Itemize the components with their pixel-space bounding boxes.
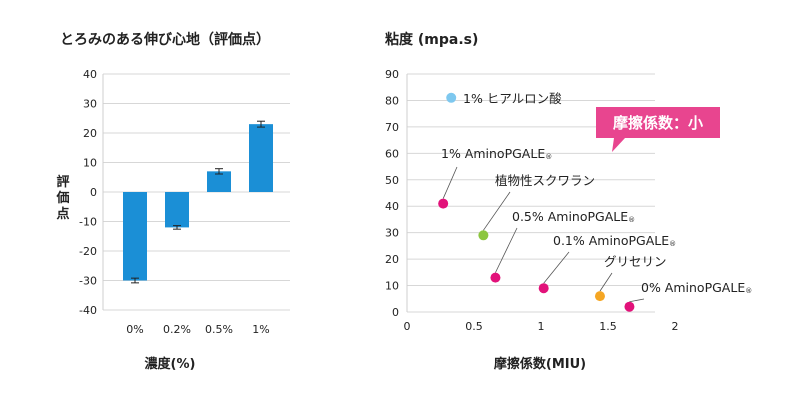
bar-y-axis-label: 評価点	[55, 174, 69, 222]
leader-line	[483, 191, 511, 231]
scatter-gridlines	[406, 73, 655, 313]
bar-y-tick-label: 40	[83, 68, 97, 81]
scatter-y-tick-label: 50	[385, 174, 399, 187]
bar-chart-title: とろみのある伸び心地（評価点）	[60, 31, 270, 48]
leader-line	[599, 272, 613, 292]
scatter-x-axis-label: 摩擦係数(MIU)	[494, 356, 586, 372]
scatter-x-tick-label: 1	[538, 320, 545, 333]
bar	[123, 192, 147, 281]
bar-chart: とろみのある伸び心地（評価点） 40 30 20 10 0 -10 -20 -30 -40 0%…	[55, 31, 290, 372]
scatter-point-label: グリセリン	[604, 254, 667, 269]
scatter-point-label: 植物性スクワラン	[495, 173, 595, 188]
scatter-y-tick-label: 10	[385, 280, 399, 293]
scatter-point-label: 0.5% AminoPGALE®	[512, 209, 635, 224]
bar	[249, 124, 273, 192]
scatter-point	[446, 92, 457, 103]
scatter-x-ticks: 0 0.5 1 1.5 2	[404, 320, 679, 333]
bar-x-axis-label: 濃度(%)	[145, 356, 196, 372]
bar-y-tick-label: 0	[90, 186, 97, 199]
bar-y-tick-label: 10	[83, 157, 97, 170]
scatter-y-tick-label: 80	[385, 94, 399, 107]
leader-line	[543, 251, 570, 284]
scatter-y-tick-label: 0	[392, 306, 399, 319]
scatter-point-labels: 1% ヒアルロン酸 1% AminoPGALE® 植物性スクワラン 0.5% Amin…	[441, 91, 752, 295]
leader-line	[442, 166, 458, 199]
scatter-x-tick-label: 1.5	[599, 320, 617, 333]
bar-x-tick-label: 0.5%	[205, 323, 233, 336]
callout-text: 摩擦係数：小	[613, 114, 703, 132]
bar-y-tick-label: 30	[83, 98, 97, 111]
callout-box	[596, 107, 720, 152]
scatter-point	[594, 291, 605, 302]
scatter-point	[490, 272, 501, 283]
bar-y-ticks: 40 30 20 10 0 -10 -20 -30 -40	[79, 68, 97, 317]
scatter-point-label: 1% AminoPGALE®	[441, 146, 552, 161]
bar-x-tick-label: 0%	[126, 323, 143, 336]
scatter-point	[624, 301, 635, 312]
scatter-points	[438, 92, 635, 312]
scatter-chart-title: 粘度 (mpa.s)	[385, 31, 478, 48]
bar-x-ticks: 0% 0.2% 0.5% 1%	[126, 323, 269, 336]
bar-y-tick-label: -10	[79, 216, 97, 229]
scatter-point-label: 1% ヒアルロン酸	[463, 91, 562, 106]
scatter-y-tick-label: 20	[385, 253, 399, 266]
bar-y-tick-label: -20	[79, 245, 97, 258]
scatter-point	[438, 198, 449, 209]
bar-y-tick-label: -40	[79, 304, 97, 317]
scatter-chart: 粘度 (mpa.s) 0 10 20 30 40 50 60 70 80 90 0 0.5 1 1.5 2…	[385, 31, 752, 372]
bar-series	[123, 120, 273, 284]
scatter-point	[538, 283, 549, 294]
scatter-point-label: 0% AminoPGALE®	[641, 280, 752, 295]
scatter-x-tick-label: 2	[672, 320, 679, 333]
callout: 摩擦係数：小	[596, 107, 720, 152]
leader-line	[495, 227, 518, 273]
scatter-x-tick-label: 0	[404, 320, 411, 333]
scatter-y-ticks: 0 10 20 30 40 50 60 70 80 90	[385, 68, 399, 319]
scatter-y-tick-label: 60	[385, 147, 399, 160]
bar-x-tick-label: 1%	[252, 323, 269, 336]
scatter-y-tick-label: 30	[385, 227, 399, 240]
leader-line	[629, 298, 645, 303]
bar-x-tick-label: 0.2%	[163, 323, 191, 336]
bar-y-tick-label: 20	[83, 127, 97, 140]
bar	[165, 192, 189, 228]
scatter-y-tick-label: 40	[385, 200, 399, 213]
bar	[207, 171, 231, 192]
scatter-point	[478, 230, 489, 241]
scatter-y-tick-label: 70	[385, 121, 399, 134]
scatter-point-label: 0.1% AminoPGALE®	[553, 233, 676, 248]
bar-y-tick-label: -30	[79, 275, 97, 288]
scatter-y-tick-label: 90	[385, 68, 399, 81]
scatter-leader-lines	[442, 166, 645, 303]
scatter-x-tick-label: 0.5	[465, 320, 483, 333]
